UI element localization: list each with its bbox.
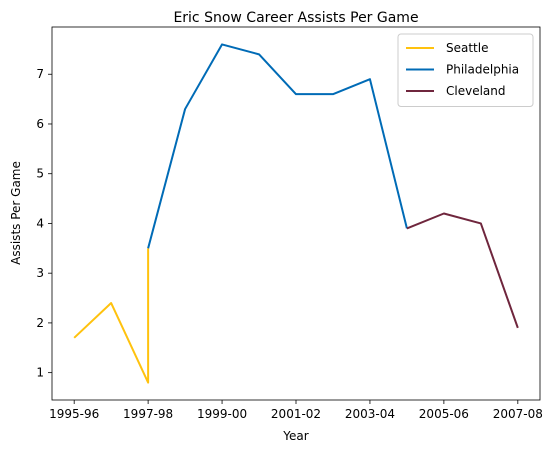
y-tick-label: 7 bbox=[36, 67, 44, 81]
legend-label-cleveland: Cleveland bbox=[446, 84, 506, 98]
y-tick-label: 2 bbox=[36, 316, 44, 330]
y-axis: 1 2 3 4 5 6 7 bbox=[36, 67, 52, 380]
chart-title: Eric Snow Career Assists Per Game bbox=[173, 10, 418, 26]
y-tick-label: 4 bbox=[36, 216, 44, 230]
x-tick-label: 2001-02 bbox=[271, 407, 321, 421]
legend-label-seattle: Seattle bbox=[446, 41, 488, 55]
x-axis-title: Year bbox=[282, 429, 308, 443]
legend-label-philadelphia: Philadelphia bbox=[446, 63, 519, 77]
series-line-cleveland bbox=[406, 212, 519, 329]
series-line-seattle bbox=[73, 248, 150, 384]
x-tick-label: 2005-06 bbox=[419, 407, 469, 421]
x-tick-label: 2007-08 bbox=[493, 407, 543, 421]
x-tick-label: 1995-96 bbox=[49, 407, 99, 421]
y-tick-label: 6 bbox=[36, 117, 44, 131]
x-tick-label: 1999-00 bbox=[197, 407, 247, 421]
x-axis: 1995-96 1997-98 1999-00 2001-02 2003-04 2005-… bbox=[49, 400, 543, 421]
y-tick-label: 1 bbox=[36, 366, 44, 380]
series-line-philadelphia bbox=[147, 43, 408, 249]
legend: Seattle Philadelphia Cleveland bbox=[397, 33, 534, 107]
y-tick-label: 5 bbox=[36, 167, 44, 181]
x-tick-label: 1997-98 bbox=[123, 407, 173, 421]
y-axis-title: Assists Per Game bbox=[9, 161, 23, 265]
legend-box bbox=[397, 33, 534, 107]
x-tick-label: 2003-04 bbox=[345, 407, 395, 421]
plot-lines bbox=[73, 43, 519, 384]
y-tick-label: 3 bbox=[36, 266, 44, 280]
